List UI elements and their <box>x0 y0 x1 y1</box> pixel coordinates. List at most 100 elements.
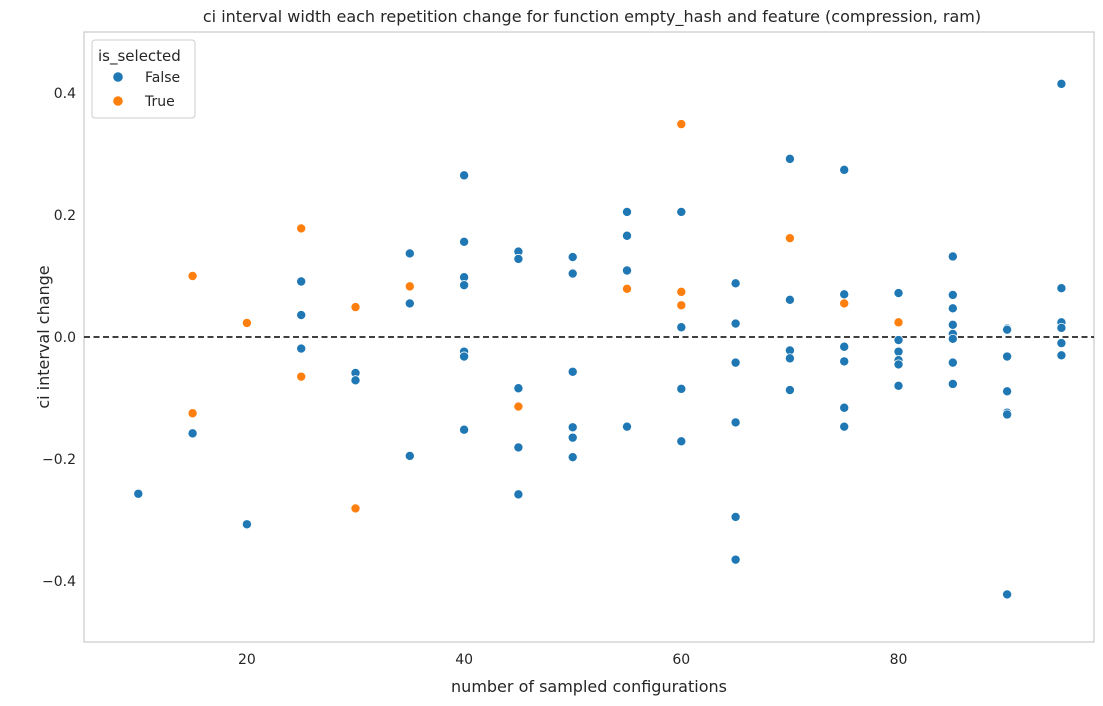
data-point-false <box>839 402 850 413</box>
data-point-false <box>567 422 578 433</box>
data-point-false <box>187 428 198 439</box>
data-point-true <box>676 286 687 297</box>
data-point-false <box>513 489 524 500</box>
data-point-false <box>567 268 578 279</box>
y-axis-label: ci interval change <box>34 265 53 408</box>
data-point-false <box>459 170 470 181</box>
data-point-false <box>947 303 958 314</box>
legend-label-false: False <box>145 70 180 86</box>
data-point-false <box>567 432 578 443</box>
data-point-false <box>947 333 958 344</box>
data-point-true <box>350 302 361 313</box>
data-point-true <box>784 233 795 244</box>
data-point-false <box>133 488 144 499</box>
data-point-false <box>241 519 252 530</box>
legend-title: is_selected <box>98 47 181 66</box>
data-point-false <box>1056 350 1067 361</box>
data-points-layer <box>133 78 1067 600</box>
data-point-false <box>622 206 633 217</box>
data-point-false <box>893 359 904 370</box>
data-point-true <box>893 317 904 328</box>
data-point-false <box>947 357 958 368</box>
data-point-false <box>513 253 524 264</box>
legend-label-true: True <box>144 94 175 110</box>
data-point-true <box>676 119 687 130</box>
data-point-false <box>784 294 795 305</box>
data-point-false <box>622 421 633 432</box>
x-axis-label: number of sampled configurations <box>451 677 727 696</box>
data-point-false <box>622 265 633 276</box>
legend-marker-false <box>112 71 124 83</box>
data-point-false <box>784 153 795 164</box>
data-point-true <box>241 317 252 328</box>
data-point-true <box>296 223 307 234</box>
data-point-false <box>622 230 633 241</box>
data-point-false <box>947 289 958 300</box>
data-point-false <box>947 378 958 389</box>
data-point-false <box>784 385 795 396</box>
data-point-true <box>676 300 687 311</box>
data-point-true <box>296 371 307 382</box>
data-point-false <box>567 452 578 463</box>
data-point-false <box>730 357 741 368</box>
data-point-false <box>459 351 470 362</box>
data-point-false <box>513 383 524 394</box>
legend-marker-true <box>112 95 124 107</box>
data-point-false <box>1056 78 1067 89</box>
data-point-false <box>839 341 850 352</box>
x-tick-label: 60 <box>672 652 690 668</box>
data-point-false <box>730 554 741 565</box>
data-point-false <box>947 319 958 330</box>
data-point-false <box>839 289 850 300</box>
data-point-false <box>893 335 904 346</box>
data-point-false <box>676 436 687 447</box>
data-point-false <box>893 346 904 357</box>
data-point-false <box>1056 322 1067 333</box>
data-point-false <box>839 356 850 367</box>
chart-title: ci interval width each repetition change… <box>203 7 981 27</box>
data-point-false <box>676 206 687 217</box>
data-point-false <box>1002 351 1013 362</box>
data-point-true <box>187 270 198 281</box>
data-point-false <box>730 278 741 289</box>
x-tick-label: 80 <box>890 652 908 668</box>
data-point-false <box>893 380 904 391</box>
data-point-false <box>730 511 741 522</box>
y-tick-label: 0.4 <box>54 86 76 102</box>
data-point-true <box>622 283 633 294</box>
data-point-false <box>404 248 415 259</box>
y-tick-label: −0.4 <box>42 574 76 590</box>
y-tick-label: 0.0 <box>54 330 76 346</box>
data-point-false <box>730 318 741 329</box>
data-point-true <box>187 408 198 419</box>
data-point-false <box>567 366 578 377</box>
data-point-false <box>839 421 850 432</box>
data-point-false <box>947 251 958 262</box>
data-point-false <box>567 252 578 263</box>
data-point-false <box>1002 409 1013 420</box>
x-tick-label: 20 <box>238 652 256 668</box>
data-point-false <box>459 424 470 435</box>
data-point-false <box>296 310 307 321</box>
data-point-false <box>676 383 687 394</box>
data-point-true <box>350 503 361 514</box>
data-point-true <box>404 281 415 292</box>
data-point-false <box>404 298 415 309</box>
data-point-false <box>893 288 904 299</box>
data-point-false <box>296 276 307 287</box>
data-point-false <box>513 442 524 453</box>
data-point-false <box>1002 589 1013 600</box>
x-tick-label: 40 <box>455 652 473 668</box>
data-point-false <box>350 375 361 386</box>
tick-labels-layer: 20 40 60 80 −0.4 −0.2 0.0 0.2 0.4 <box>42 86 907 668</box>
data-point-false <box>296 343 307 354</box>
data-point-false <box>730 417 741 428</box>
y-tick-label: 0.2 <box>54 208 76 224</box>
data-point-false <box>1002 386 1013 397</box>
legend: is_selected False True <box>91 39 196 119</box>
y-tick-label: −0.2 <box>42 452 76 468</box>
data-point-false <box>1056 338 1067 349</box>
data-point-false <box>839 164 850 175</box>
data-point-false <box>676 322 687 333</box>
